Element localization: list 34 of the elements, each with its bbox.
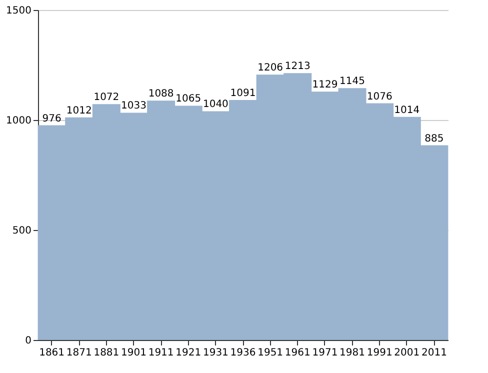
- x-tick-label: 2001: [394, 348, 420, 358]
- x-tick-label: 1951: [258, 348, 284, 358]
- data-label: 1012: [66, 105, 92, 116]
- x-tick-label: 1881: [94, 348, 120, 358]
- y-tick-label: 500: [12, 226, 32, 236]
- x-tick-label: 1936: [230, 348, 256, 358]
- data-label: 1145: [340, 76, 365, 88]
- x-tick-label: 1871: [66, 348, 92, 358]
- y-tick-label: 1000: [6, 116, 32, 126]
- data-label: 1040: [202, 99, 228, 110]
- x-tick-label: 1971: [312, 348, 338, 358]
- data-label: 1129: [312, 80, 338, 91]
- x-tick-label: 1931: [202, 348, 228, 358]
- x-tick-label: 1981: [340, 348, 365, 358]
- x-tick-label: 1901: [121, 348, 146, 358]
- data-label: 885: [424, 133, 444, 144]
- data-label: 1206: [258, 62, 284, 74]
- y-tick-label: 0: [25, 336, 32, 346]
- x-tick-label: 1961: [284, 348, 310, 358]
- data-label: 1088: [148, 88, 174, 100]
- x-tick-label: 1911: [148, 348, 174, 358]
- x-tick-label: 1861: [39, 348, 65, 358]
- data-label: 1091: [230, 88, 256, 99]
- y-tick-label: 1500: [6, 6, 32, 16]
- x-tick-label: 1921: [176, 348, 202, 358]
- data-label: 976: [42, 113, 62, 124]
- data-label: 1014: [394, 104, 420, 116]
- data-label: 1076: [366, 91, 392, 102]
- data-label: 1072: [94, 92, 120, 104]
- data-label: 1033: [121, 100, 146, 112]
- data-label: 1065: [176, 94, 202, 105]
- data-label: 1213: [284, 61, 310, 72]
- x-tick-label: 1991: [366, 348, 392, 358]
- x-tick-label: 2011: [421, 348, 447, 358]
